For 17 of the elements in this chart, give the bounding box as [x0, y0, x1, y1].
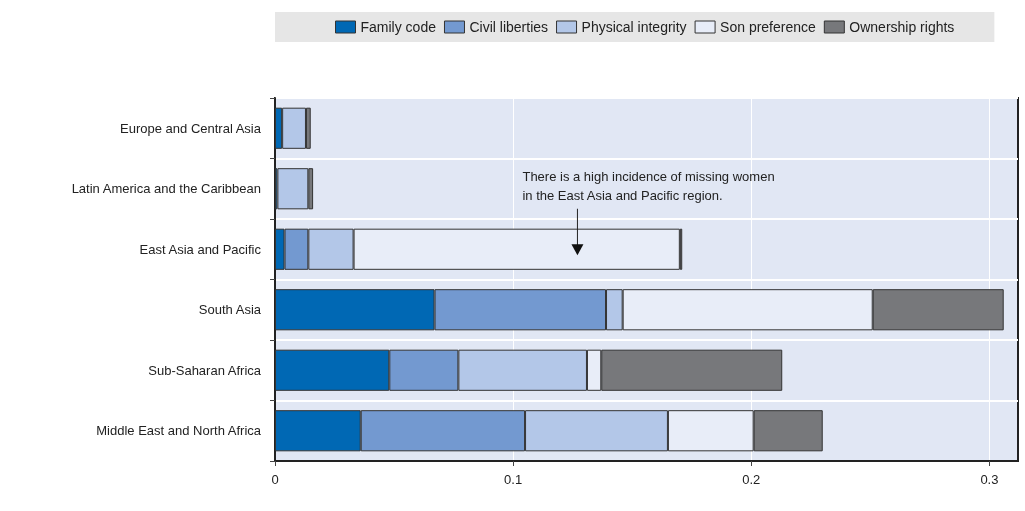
y-tick-label: East Asia and Pacific — [139, 241, 262, 257]
x-tick-label: 0.3 — [980, 472, 999, 487]
y-tick-label: Sub-Saharan Africa — [148, 362, 262, 378]
legend-label: Civil liberties — [469, 19, 549, 35]
y-tick-label: Middle East and North Africa — [96, 423, 262, 439]
y-tick-label: South Asia — [198, 302, 262, 318]
y-tick-label: Latin America and the Caribbean — [71, 181, 261, 197]
legend-label: Family code — [360, 19, 437, 35]
legend-label: Son preference — [720, 19, 817, 35]
y-tick-label: Europe and Central Asia — [120, 120, 262, 136]
annotation: There is a high incidence of missing women in the East Asia and Pacific region. — [522, 168, 775, 203]
bar — [277, 168, 309, 210]
x-tick-label: 0.2 — [742, 472, 761, 487]
x-tick-label: 0.1 — [504, 472, 523, 487]
legend-label: Physical integrity — [581, 19, 687, 35]
x-tick-label: 0 — [271, 472, 279, 487]
legend-label: Ownership rights — [849, 19, 955, 35]
